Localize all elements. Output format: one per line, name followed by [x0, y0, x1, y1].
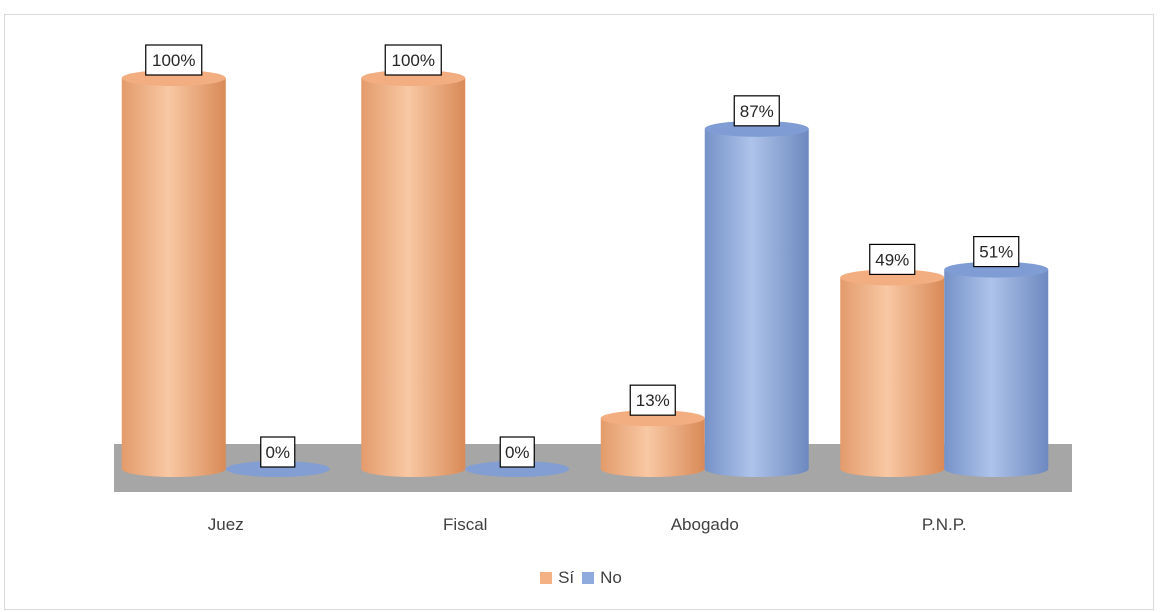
svg-text:0%: 0% — [265, 443, 290, 462]
x-tick-label-Juez: Juez — [208, 515, 244, 534]
chart-frame — [4, 14, 1154, 610]
data-label-Sí-Juez: 100% — [145, 44, 203, 76]
legend-swatch-no — [582, 572, 595, 584]
svg-text:100%: 100% — [392, 51, 435, 70]
bar-Sí-Fiscal — [361, 70, 466, 477]
bar-No-Fiscal — [465, 461, 570, 477]
svg-text:51%: 51% — [979, 243, 1013, 262]
chart-legend: Sí No — [0, 568, 1162, 588]
legend-item-no: No — [582, 568, 622, 588]
data-label-No-P.N.P.: 51% — [973, 235, 1020, 268]
bar-Sí-Juez — [121, 70, 226, 477]
legend-item-si: Sí — [540, 568, 574, 588]
bar-No-Juez — [225, 461, 330, 477]
bar-Sí-P.N.P. — [840, 269, 945, 477]
data-label-No-Fiscal: 0% — [499, 436, 535, 468]
data-label-No-Juez: 0% — [260, 436, 296, 468]
svg-text:13%: 13% — [636, 391, 670, 410]
data-label-Sí-Abogado: 13% — [629, 384, 676, 416]
data-label-No-Abogado: 87% — [733, 95, 780, 127]
data-label-Sí-Fiscal: 100% — [384, 44, 442, 76]
x-tick-label-Abogado: Abogado — [671, 515, 739, 534]
legend-swatch-si — [540, 572, 553, 584]
bar-No-Abogado — [704, 120, 809, 477]
x-tick-label-Fiscal: Fiscal — [443, 515, 487, 534]
x-tick-label-P.N.P.: P.N.P. — [922, 515, 967, 534]
bar-Sí-Abogado — [600, 410, 705, 477]
legend-label-si: Sí — [558, 568, 575, 587]
legend-label-no: No — [600, 568, 622, 587]
svg-text:100%: 100% — [152, 51, 195, 70]
svg-text:0%: 0% — [505, 443, 530, 462]
data-label-Sí-P.N.P.: 49% — [869, 243, 916, 276]
svg-text:87%: 87% — [740, 102, 774, 121]
svg-text:49%: 49% — [875, 250, 909, 269]
bar-No-P.N.P. — [944, 261, 1049, 477]
